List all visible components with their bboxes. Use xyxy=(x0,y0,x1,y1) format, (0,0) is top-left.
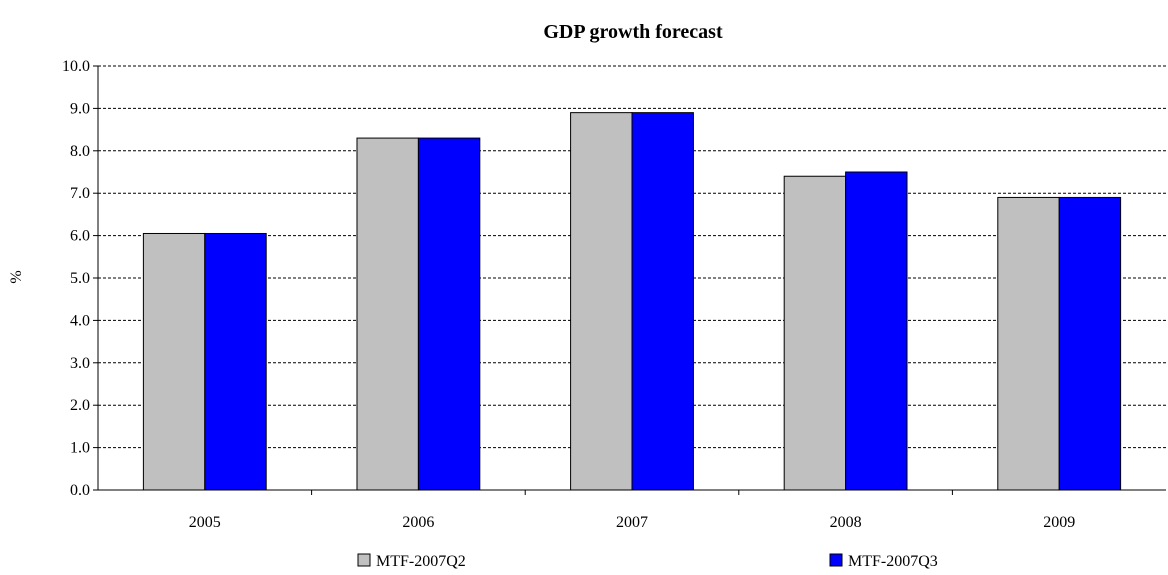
x-tick-label-2007: 2007 xyxy=(616,514,648,531)
bar-MTF-2007Q2-2007 xyxy=(570,112,633,491)
y-axis-label: % xyxy=(8,270,25,283)
bar-MTF-2007Q2-2009 xyxy=(997,196,1060,491)
y-tick-label: 0.0 xyxy=(70,482,90,499)
legend-label-MTF-2007Q3: MTF-2007Q3 xyxy=(848,553,938,570)
bar-MTF-2007Q3-2005 xyxy=(204,232,267,491)
legend-swatch-MTF-2007Q3 xyxy=(829,553,843,567)
y-tick-label: 7.0 xyxy=(70,185,90,202)
y-tick-label: 1.0 xyxy=(70,440,90,457)
y-tick-label: 8.0 xyxy=(70,143,90,160)
legend: MTF-2007Q2 MTF-2007Q3 xyxy=(357,553,938,570)
y-tick-label: 2.0 xyxy=(70,397,90,414)
y-tick-label: 3.0 xyxy=(70,355,90,372)
x-tick-label-2009: 2009 xyxy=(1043,514,1075,531)
bar-MTF-2007Q2-2005 xyxy=(142,232,206,491)
bars xyxy=(142,112,1122,491)
y-tick-label: 4.0 xyxy=(70,312,90,329)
bar-MTF-2007Q2-2008 xyxy=(783,175,847,491)
axes: 0.0 1.0 2.0 3.0 4.0 5.0 6.0 7.0 8.0 9.0 10.0 2005 20… xyxy=(62,58,1166,531)
chart-title: GDP growth forecast xyxy=(543,21,723,43)
x-tick-label-2005: 2005 xyxy=(189,514,221,531)
y-tick-label: 5.0 xyxy=(70,270,90,287)
y-tick-label: 10.0 xyxy=(62,58,90,75)
bar-MTF-2007Q3-2009 xyxy=(1058,196,1122,491)
y-tick-label: 6.0 xyxy=(70,228,90,245)
gridlines xyxy=(98,65,1166,449)
bar-MTF-2007Q3-2006 xyxy=(417,137,481,491)
legend-label-MTF-2007Q2: MTF-2007Q2 xyxy=(376,553,466,570)
bar-MTF-2007Q3-2007 xyxy=(631,112,694,491)
x-tick-label-2008: 2008 xyxy=(830,514,862,531)
legend-swatch-MTF-2007Q2 xyxy=(357,553,371,567)
bar-MTF-2007Q2-2006 xyxy=(356,137,419,491)
y-tick-label: 9.0 xyxy=(70,100,90,117)
bar-MTF-2007Q3-2008 xyxy=(845,171,908,491)
x-tick-label-2006: 2006 xyxy=(402,514,434,531)
